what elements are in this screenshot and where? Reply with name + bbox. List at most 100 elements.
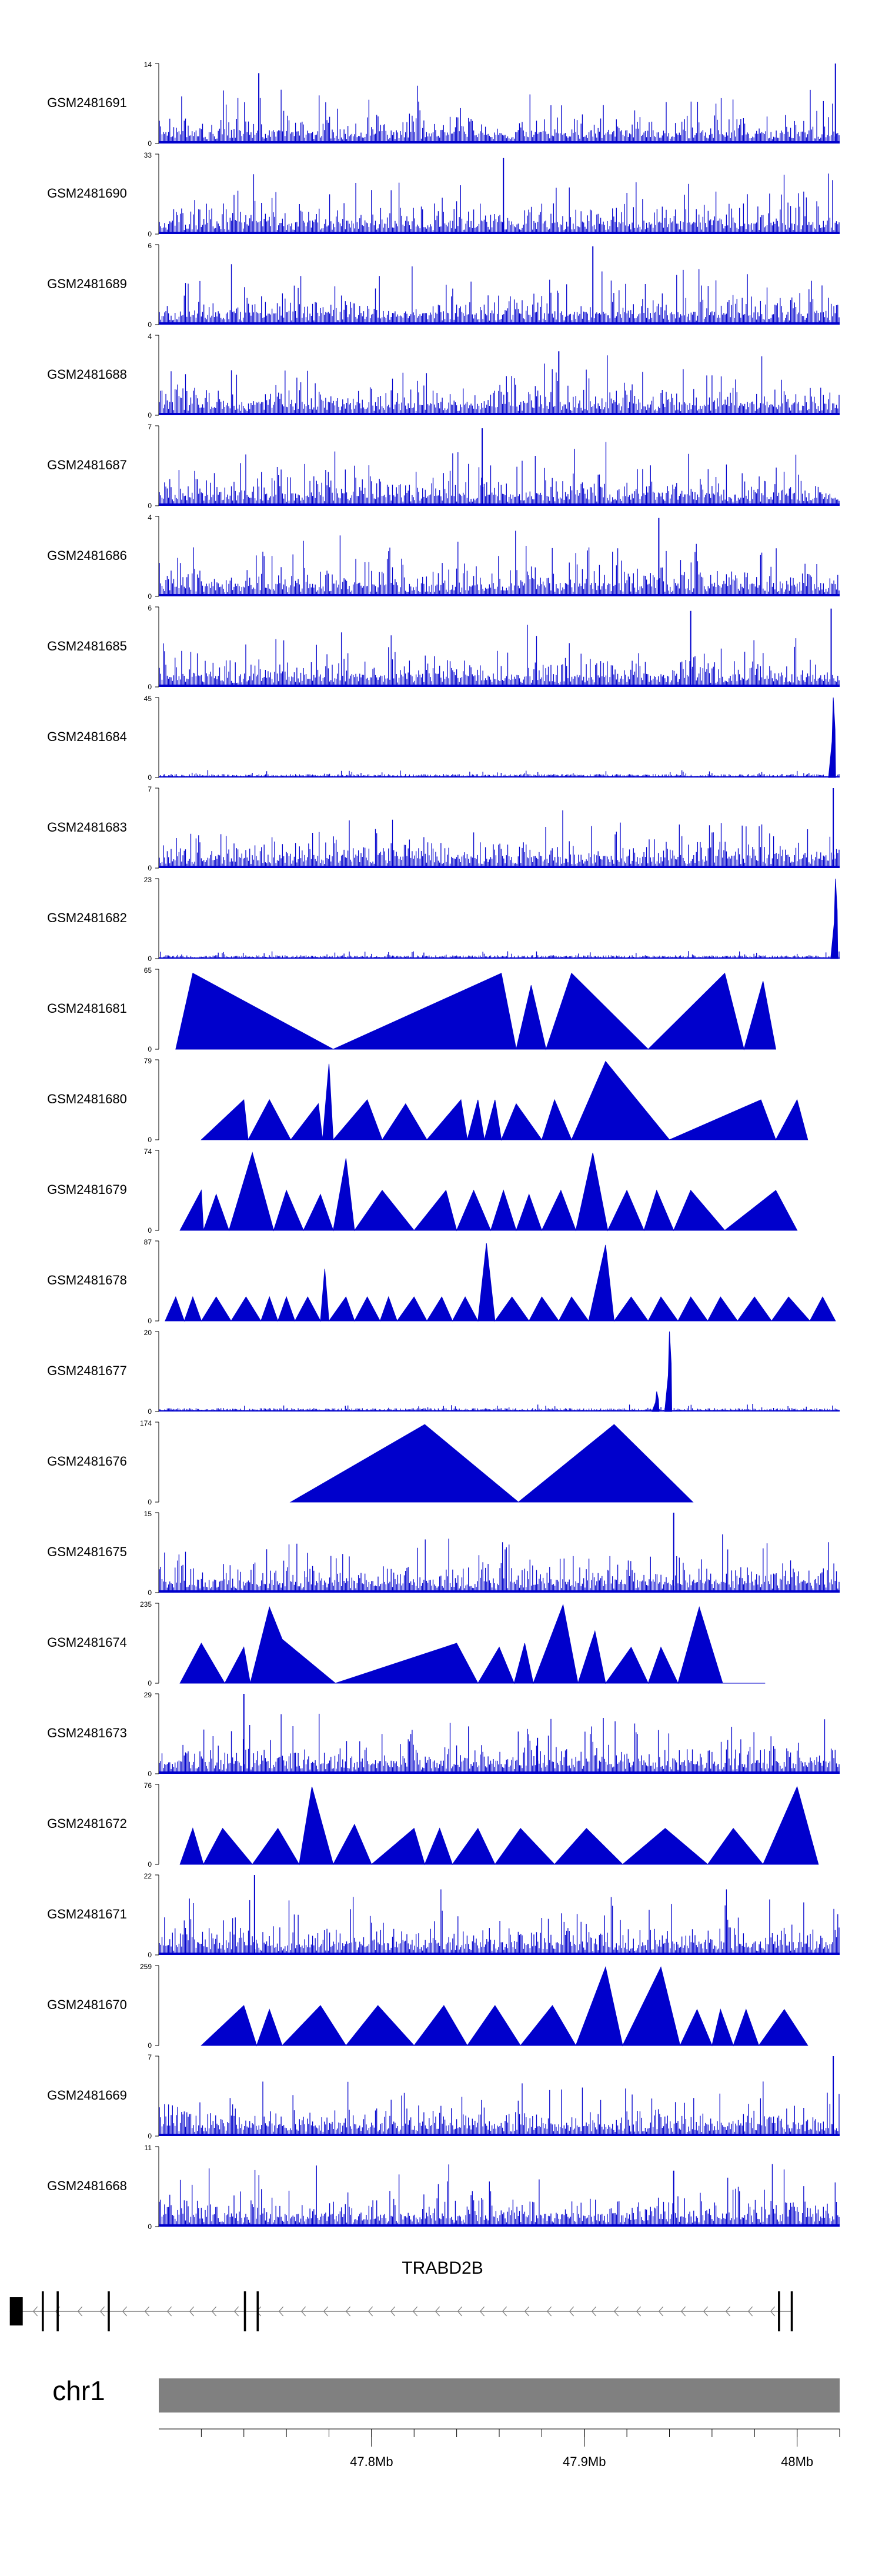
y-tick-label-max: 87 bbox=[144, 1238, 152, 1246]
signal-baseline bbox=[159, 1771, 840, 1774]
strand-arrow bbox=[300, 2306, 306, 2317]
signal-area bbox=[175, 972, 777, 1050]
y-tick-label-min: 0 bbox=[148, 864, 152, 872]
signal-area bbox=[289, 1424, 694, 1503]
signal-bars bbox=[159, 1534, 840, 1593]
gene-track: TRABD2B bbox=[9, 2258, 793, 2331]
track-label: GSM2481674 bbox=[47, 1635, 127, 1650]
signal-baseline bbox=[159, 141, 840, 144]
x-tick-label: 48Mb bbox=[781, 2454, 813, 2469]
strand-arrow bbox=[502, 2306, 507, 2317]
signal-area bbox=[165, 1243, 836, 1322]
track-gsm2481689: GSM2481689 6 0 bbox=[47, 242, 840, 329]
exon bbox=[256, 2291, 259, 2331]
signal-baseline bbox=[159, 1590, 840, 1593]
gene-name: TRABD2B bbox=[402, 2258, 483, 2278]
track-label: GSM2481676 bbox=[47, 1454, 127, 1469]
track-label: GSM2481685 bbox=[47, 639, 127, 653]
track-label: GSM2481678 bbox=[47, 1273, 127, 1287]
track-gsm2481683: GSM2481683 7 0 bbox=[47, 785, 840, 872]
signal-peak bbox=[664, 1331, 673, 1412]
y-tick-label-min: 0 bbox=[148, 1136, 152, 1144]
strand-arrow bbox=[166, 2306, 172, 2317]
track-gsm2481672: GSM2481672 76 0 bbox=[47, 1781, 819, 1868]
y-tick-label-min: 0 bbox=[148, 230, 152, 238]
ideogram-band bbox=[159, 2378, 840, 2413]
track-gsm2481668: GSM2481668 11 0 bbox=[47, 2144, 840, 2231]
strand-arrow bbox=[546, 2306, 552, 2317]
signal-bars bbox=[159, 173, 840, 234]
chromosome-label: chr1 bbox=[52, 2375, 105, 2406]
exon bbox=[243, 2291, 246, 2331]
track-gsm2481691: GSM2481691 14 0 bbox=[47, 61, 840, 148]
signal-peak bbox=[652, 1391, 660, 1412]
y-tick-label-min: 0 bbox=[148, 1317, 152, 1325]
y-tick-label-max: 74 bbox=[144, 1147, 152, 1156]
signal-baseline bbox=[159, 685, 840, 687]
y-tick-label-min: 0 bbox=[148, 1226, 152, 1234]
track-gsm2481677: GSM2481677 20 0 bbox=[47, 1329, 840, 1416]
track-gsm2481681: GSM2481681 65 0 bbox=[47, 966, 777, 1053]
y-tick-label-max: 259 bbox=[140, 1963, 152, 1971]
y-tick-label-max: 7 bbox=[148, 785, 152, 793]
track-gsm2481682: GSM2481682 23 0 bbox=[47, 876, 840, 963]
strand-arrow bbox=[435, 2306, 440, 2317]
y-tick-label-max: 174 bbox=[140, 1419, 152, 1427]
signal-baseline bbox=[159, 1410, 840, 1412]
y-tick-label-min: 0 bbox=[148, 592, 152, 600]
track-label: GSM2481686 bbox=[47, 548, 127, 563]
track-gsm2481675: GSM2481675 15 0 bbox=[47, 1510, 840, 1597]
signal-bars bbox=[159, 2164, 840, 2227]
y-tick-label-min: 0 bbox=[148, 411, 152, 419]
strand-arrow bbox=[77, 2306, 83, 2317]
track-gsm2481679: GSM2481679 74 0 bbox=[47, 1147, 798, 1234]
y-tick-label-max: 23 bbox=[144, 876, 152, 884]
signal-baseline bbox=[159, 2224, 840, 2227]
y-tick-label-max: 4 bbox=[148, 332, 152, 341]
track-label: GSM2481668 bbox=[47, 2178, 127, 2193]
track-label: GSM2481690 bbox=[47, 186, 127, 201]
signal-bars bbox=[159, 625, 840, 687]
signal-baseline bbox=[159, 1953, 840, 1955]
track-gsm2481680: GSM2481680 79 0 bbox=[47, 1057, 808, 1144]
x-tick-label: 47.8Mb bbox=[350, 2454, 393, 2469]
track-label: GSM2481669 bbox=[47, 2088, 127, 2103]
signal-area bbox=[201, 1060, 808, 1141]
y-tick-label-min: 0 bbox=[148, 1770, 152, 1778]
y-tick-label-min: 0 bbox=[148, 683, 152, 691]
track-gsm2481673: GSM2481673 29 0 bbox=[47, 1691, 840, 1778]
track-label: GSM2481679 bbox=[47, 1182, 127, 1197]
track-label: GSM2481689 bbox=[47, 276, 127, 291]
signal-peak bbox=[828, 697, 836, 778]
exon bbox=[778, 2291, 780, 2331]
strand-arrow bbox=[390, 2306, 396, 2317]
strand-arrow bbox=[278, 2306, 284, 2317]
signal-bars bbox=[159, 85, 840, 144]
track-gsm2481678: GSM2481678 87 0 bbox=[47, 1238, 836, 1325]
track-gsm2481685: GSM2481685 6 0 bbox=[47, 604, 840, 691]
strand-arrow bbox=[636, 2306, 642, 2317]
y-tick-label-max: 33 bbox=[144, 151, 152, 159]
y-tick-label-min: 0 bbox=[148, 1045, 152, 1053]
y-tick-label-min: 0 bbox=[148, 2041, 152, 2050]
y-tick-label-min: 0 bbox=[148, 773, 152, 782]
signal-baseline bbox=[159, 2134, 840, 2136]
track-gsm2481671: GSM2481671 22 0 bbox=[47, 1872, 840, 1959]
exon bbox=[790, 2291, 793, 2331]
signal-area bbox=[201, 1966, 808, 2047]
signal-baseline bbox=[159, 413, 840, 415]
track-gsm2481686: GSM2481686 4 0 bbox=[47, 513, 840, 600]
y-tick-label-min: 0 bbox=[148, 1498, 152, 1506]
chromosome-track: chr1 47.8Mb 47.9Mb 48Mb bbox=[52, 2375, 840, 2469]
y-tick-label-max: 11 bbox=[145, 2144, 152, 2152]
signal-area bbox=[179, 1603, 766, 1684]
y-tick-label-max: 20 bbox=[144, 1329, 152, 1337]
y-tick-label-min: 0 bbox=[148, 2132, 152, 2140]
signal-area bbox=[179, 1152, 798, 1232]
strand-arrow bbox=[613, 2306, 619, 2317]
track-gsm2481688: GSM2481688 4 0 bbox=[47, 332, 840, 419]
y-tick-label-min: 0 bbox=[148, 1860, 152, 1868]
y-tick-label-max: 6 bbox=[148, 242, 152, 250]
track-gsm2481684: GSM2481684 45 0 bbox=[47, 695, 840, 782]
signal-bars bbox=[159, 264, 840, 325]
